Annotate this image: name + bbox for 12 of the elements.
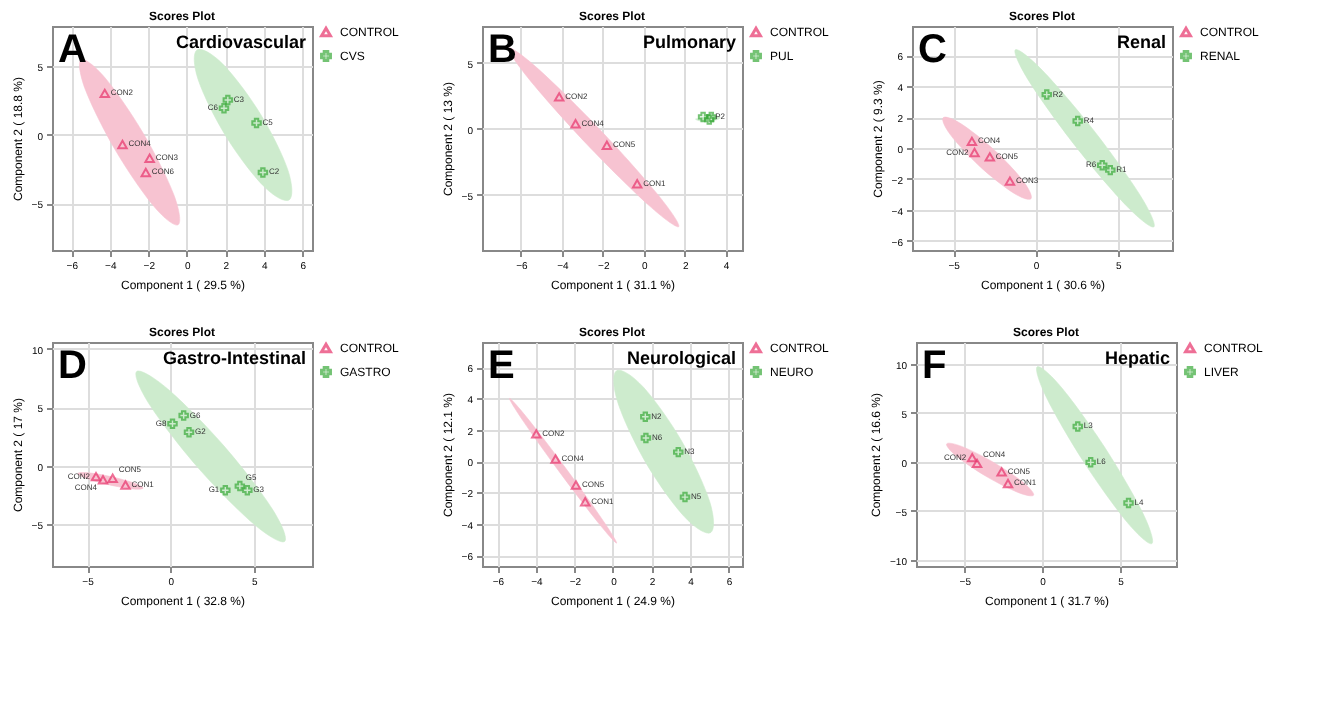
annotation: C: [918, 28, 947, 72]
annotation: Neurological: [626, 348, 736, 368]
annotation: Cardiovascular: [175, 32, 307, 52]
annotation: Renal: [1116, 32, 1166, 52]
annotation: A: [58, 28, 87, 72]
annotation: E: [488, 344, 515, 388]
annotation: Gastro-Intestinal: [162, 348, 306, 368]
annotation: B: [488, 28, 517, 72]
annotation: Hepatic: [1104, 348, 1170, 368]
annotation: F: [922, 344, 947, 388]
annotation: D: [58, 344, 87, 388]
annotation: Pulmonary: [642, 32, 736, 52]
